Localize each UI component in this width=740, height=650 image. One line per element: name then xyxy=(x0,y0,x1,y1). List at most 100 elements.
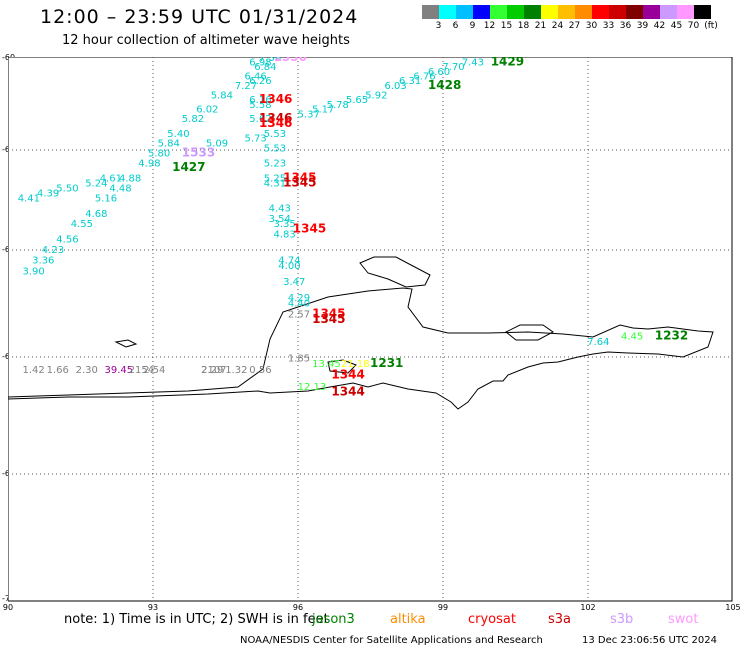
colorbar-label: 70 xyxy=(687,21,700,31)
lon-label: 99 xyxy=(437,603,449,612)
swh-value: 3.36 xyxy=(32,256,54,267)
swh-value: 7.64 xyxy=(587,337,609,348)
swh-value: 2.29 xyxy=(201,365,223,376)
swh-value: 6.26 xyxy=(249,76,271,87)
swh-value: 2.57 xyxy=(288,309,310,320)
colorbar-label: 45 xyxy=(670,21,683,31)
swh-value: 3.54 xyxy=(269,214,291,225)
colorbar-label: 12 xyxy=(483,21,496,31)
colorbar-swatch xyxy=(643,5,660,19)
pass-time: 1346 xyxy=(259,111,292,125)
swh-value: 4.00 xyxy=(278,261,300,272)
map-title: 12:00 – 23:59 UTC 01/31/2024 xyxy=(40,6,359,28)
lon-label: 93 xyxy=(147,603,159,612)
colorbar-swatch xyxy=(422,5,439,19)
swh-value: 7.36 xyxy=(259,57,281,64)
colorbar-swatch xyxy=(575,5,592,19)
graticule xyxy=(8,57,732,601)
swh-value: 6.84 xyxy=(254,62,276,73)
swh-value: 1.85 xyxy=(288,354,310,365)
swh-value: 6.03 xyxy=(385,81,407,92)
swh-value: 21.18 xyxy=(341,359,370,370)
legend-jason3: jason3 xyxy=(312,612,355,627)
swh-value: 5.23 xyxy=(264,158,286,169)
note-text: note: 1) Time is in UTC; 2) SWH is in fe… xyxy=(64,612,329,627)
swh-value: 5.78 xyxy=(327,100,349,111)
swh-value: 1.32 xyxy=(225,365,247,376)
colorbar-swatch xyxy=(626,5,643,19)
swh-value: 4.29 xyxy=(288,293,310,304)
colorbar-label: 24 xyxy=(551,21,564,31)
pass-time: 1346 xyxy=(259,92,292,106)
footer-timestamp: 13 Dec 23:06:56 UTC 2024 xyxy=(582,635,717,646)
pass-time: 1232 xyxy=(655,328,688,342)
swh-value: 4.39 xyxy=(37,188,59,199)
swh-value: 2.30 xyxy=(76,365,98,376)
swh-value: 5.80 xyxy=(148,148,170,159)
pass-time: 1429 xyxy=(491,57,524,69)
swh-value: 4.40 xyxy=(288,299,310,310)
colorbar-swatch xyxy=(473,5,490,19)
swh-value: 5.84 xyxy=(211,90,233,101)
colorbar-swatch xyxy=(677,5,694,19)
legend-s3a: s3a xyxy=(548,612,572,627)
swh-value: 5.37 xyxy=(298,109,320,120)
colorbar-label: 39 xyxy=(636,21,649,31)
observation-labels: 7.366.986.846.466.267.275.84 6.166.02 5.58… xyxy=(18,57,689,399)
pass-time: 1556 xyxy=(274,57,307,64)
swh-value: 4.23 xyxy=(42,245,64,256)
swh-value: 13.45 xyxy=(312,359,341,370)
swh-value: 6.76 xyxy=(413,72,435,83)
swh-value: 5.92 xyxy=(365,90,387,101)
colorbar-labels: 3 6 9 12 15 18 21 24 27 30 33 36 39 42 45 70 (ft) xyxy=(422,21,732,33)
pass-time: 1345 xyxy=(312,312,345,326)
pass-time: 1344 xyxy=(331,368,364,382)
colorbar-swatch xyxy=(609,5,626,19)
colorbar-unit: (ft) xyxy=(704,21,718,31)
swh-value: 6.46 xyxy=(245,72,267,83)
lon-label: 102 xyxy=(580,603,596,612)
colorbar-label: 33 xyxy=(602,21,615,31)
colorbar-swatch xyxy=(558,5,575,19)
pass-time: 1345 xyxy=(283,175,316,189)
colorbar-label: 27 xyxy=(568,21,581,31)
swh-value: 5.09 xyxy=(206,139,228,150)
swh-value: 12.13 xyxy=(298,382,327,393)
swh-value: 6.98 xyxy=(249,58,271,69)
colorbar-label: 15 xyxy=(500,21,513,31)
swh-value: 4.48 xyxy=(109,183,131,194)
swh-value: 4.43 xyxy=(269,204,291,215)
swh-value: 6.31 xyxy=(399,76,421,87)
pass-time: 1427 xyxy=(172,160,205,174)
colorbar-label: 9 xyxy=(469,21,476,31)
colorbar-label: 18 xyxy=(517,21,530,31)
swh-value: 4.98 xyxy=(138,158,160,169)
pass-time: 1345 xyxy=(312,306,345,320)
swh-value: 4.41 xyxy=(18,194,40,205)
pass-time: 2107 xyxy=(201,365,226,376)
swh-value: 3.90 xyxy=(23,266,45,277)
swh-value: 7.70 xyxy=(442,62,464,73)
colorbar-label: 36 xyxy=(619,21,632,31)
swh-value: 6.60 xyxy=(428,67,450,78)
swh-value: 1.66 xyxy=(47,365,69,376)
colorbar-swatch xyxy=(507,5,524,19)
swh-value: 3.35 xyxy=(274,219,296,230)
swh-value: 4.74 xyxy=(278,256,300,267)
pass-time: 1428 xyxy=(428,78,461,92)
swh-value: 3.47 xyxy=(283,277,305,288)
colorbar-swatch xyxy=(456,5,473,19)
swh-value: 1.42 xyxy=(23,365,45,376)
colorbar-swatch xyxy=(592,5,609,19)
colorbar-swatch xyxy=(490,5,507,19)
colorbar-swatch xyxy=(660,5,677,19)
swh-value: 5.58 xyxy=(249,100,271,111)
swh-value: 5.40 xyxy=(167,129,189,140)
legend-cryosat: cryosat xyxy=(468,612,516,627)
pass-time: 1344 xyxy=(331,385,364,399)
pass-time: 1345 xyxy=(283,170,316,184)
swh-colorbar xyxy=(422,5,711,19)
colorbar-label: 3 xyxy=(435,21,442,31)
legend-altika: altika xyxy=(390,612,426,627)
colorbar-label: 30 xyxy=(585,21,598,31)
